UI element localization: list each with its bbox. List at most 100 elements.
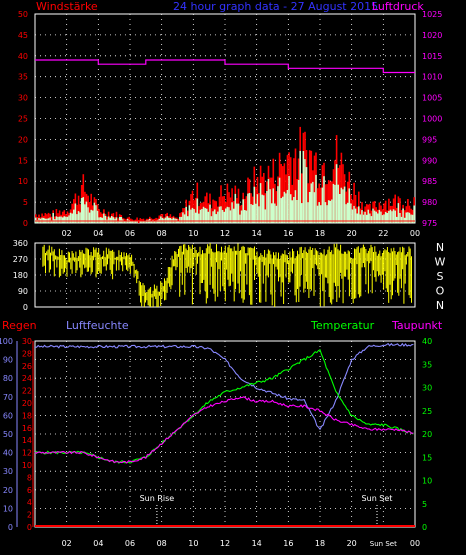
wind-avg-bar — [101, 217, 104, 223]
wind-avg-bar — [65, 216, 67, 223]
wind-avg-bar — [92, 210, 94, 223]
wind-gust-bar — [270, 177, 273, 223]
wind-gust-bar — [316, 188, 319, 223]
wind-avg-bar — [104, 215, 107, 223]
wind-gust-bar — [346, 181, 349, 223]
wind-gust-bar — [55, 209, 58, 223]
wind-avg-bar — [332, 183, 335, 223]
wind-y-tick-label: 45 — [18, 31, 28, 40]
wind-avg-bar — [117, 220, 119, 223]
x-tick-label: 12 — [220, 229, 230, 238]
wind-gust-bar — [286, 155, 289, 223]
wind-avg-bar — [259, 183, 262, 223]
wind-gust-bar — [71, 203, 73, 223]
wind-avg-bar — [180, 216, 183, 223]
wind-gust-bar — [44, 213, 47, 223]
wind-gust-bar — [274, 183, 276, 223]
wind-avg-bar — [407, 212, 409, 223]
wind-avg-bar — [42, 217, 45, 223]
wind-avg-bar — [326, 205, 328, 223]
x-tick-label: 10 — [188, 539, 198, 548]
wind-avg-bar — [253, 186, 256, 223]
wind-avg-bar — [80, 198, 83, 223]
wind-avg-bar — [84, 204, 86, 223]
x-tick-label: 10 — [188, 229, 198, 238]
wind-avg-bar — [131, 220, 134, 223]
temperature-y-tick-label: 0 — [422, 523, 427, 532]
wind-avg-bar — [188, 205, 191, 223]
wind-gust-bar — [294, 148, 297, 223]
wind-avg-bar — [266, 191, 268, 223]
x-tick-label: 12 — [220, 539, 230, 548]
wind-avg-bar — [410, 214, 412, 223]
rain-y-tick-label: 12 — [22, 449, 32, 458]
wind-avg-bar — [209, 204, 211, 223]
pressure-title: Luftdruck — [372, 0, 424, 13]
wind-gust-bar — [61, 211, 64, 223]
wind-gust-bar — [76, 204, 78, 223]
wind-avg-bar — [226, 206, 229, 223]
wind-gust-bar — [223, 196, 225, 223]
wind-avg-bar — [152, 220, 154, 223]
wind-avg-bar — [345, 204, 347, 223]
wind-avg-bar — [239, 214, 241, 223]
wind-avg-bar — [373, 210, 376, 223]
wind-avg-bar — [220, 206, 222, 223]
x-tick-label: 00 — [410, 539, 420, 548]
wind-avg-bar — [369, 213, 371, 223]
wind-avg-bar — [402, 208, 404, 223]
wind-gust-bar — [210, 208, 213, 223]
wind-avg-bar — [212, 211, 214, 223]
compass-label: S — [437, 270, 444, 283]
wind-y-tick-label: 0 — [23, 219, 28, 228]
wind-avg-bar — [217, 211, 219, 223]
wind-gust-bar — [399, 198, 401, 223]
wind-avg-bar — [69, 212, 72, 223]
wind-avg-bar — [413, 205, 415, 223]
wind-avg-bar — [258, 206, 260, 223]
wind-gust-bar — [46, 214, 48, 223]
pressure-y-tick-label: 1015 — [422, 52, 442, 61]
wind-pressure-panel: Windstärke 24 hour graph data - 27 Augus… — [18, 0, 443, 238]
wind-gust-bar — [407, 199, 409, 223]
x-tick-label: 14 — [252, 229, 262, 238]
wind-avg-bar — [77, 211, 80, 223]
wind-avg-bar — [74, 203, 77, 223]
wind-avg-bar — [354, 208, 357, 223]
wind-avg-bar — [61, 217, 64, 223]
pressure-y-tick-label: 995 — [422, 135, 437, 144]
wind-avg-bar — [282, 196, 284, 223]
wind-avg-bar — [397, 203, 400, 223]
wind-avg-bar — [380, 211, 382, 223]
pressure-y-tick-label: 985 — [422, 177, 437, 186]
x-tick-label: 16 — [283, 539, 293, 548]
temperature-y-tick-label: 25 — [422, 407, 432, 416]
wind-avg-bar — [250, 204, 252, 223]
wind-avg-bar — [49, 217, 51, 223]
wind-avg-bar — [109, 217, 111, 223]
wind-avg-bar — [139, 220, 142, 223]
rain-y-tick-label: 10 — [22, 461, 32, 470]
direction-y-tick-label: 180 — [13, 271, 28, 280]
wind-gust-bar — [190, 194, 192, 223]
wind-avg-bar — [82, 197, 85, 223]
wind-avg-bar — [95, 205, 97, 223]
temperature-y-tick-label: 35 — [422, 360, 432, 369]
wind-avg-bar — [206, 208, 208, 223]
wind-gust-bar — [403, 210, 406, 223]
wind-avg-bar — [155, 220, 157, 223]
pressure-y-tick-label: 1000 — [422, 115, 442, 124]
humidity-y-tick-label: 40 — [3, 449, 13, 458]
humidity-line — [34, 342, 414, 431]
wind-y-tick-label: 25 — [18, 115, 28, 124]
compass-label: N — [436, 241, 444, 254]
wind-avg-bar — [103, 213, 105, 223]
wind-avg-bar — [411, 214, 414, 223]
wind-gust-bar — [194, 197, 197, 223]
wind-gust-bar — [394, 194, 396, 223]
wind-avg-bar — [323, 176, 325, 223]
wind-avg-bar — [383, 214, 385, 223]
wind-y-tick-label: 15 — [18, 156, 28, 165]
wind-avg-bar — [291, 200, 294, 223]
wind-avg-bar — [312, 181, 314, 223]
